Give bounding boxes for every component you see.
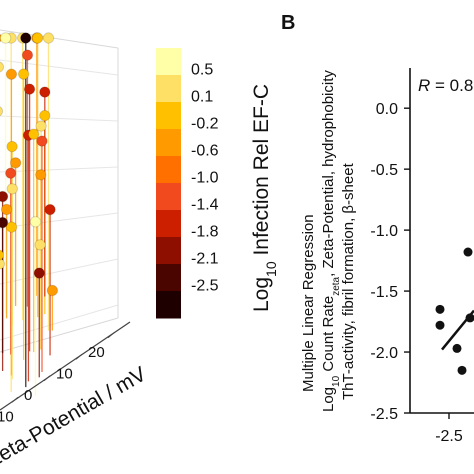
colorbar-tick-label: -2.5 bbox=[191, 278, 219, 295]
panel-b-regression: B Multiple Linear Regression Log10 Count… bbox=[281, 12, 474, 445]
data-point bbox=[29, 216, 42, 228]
colorbar-segment bbox=[156, 291, 181, 319]
colorbar-tick-label: -1.0 bbox=[191, 170, 219, 187]
r-annotation: R = 0.8 bbox=[418, 76, 473, 95]
zeta-tick bbox=[11, 396, 19, 403]
colorbar-segment bbox=[156, 48, 181, 76]
data-point bbox=[35, 169, 47, 181]
y-tick-label: -2.0 bbox=[370, 345, 398, 362]
data-point bbox=[0, 216, 9, 229]
data-point bbox=[20, 32, 32, 44]
pane-gridline bbox=[0, 212, 119, 229]
data-point bbox=[6, 183, 18, 195]
zeta-axis-line bbox=[0, 321, 131, 411]
pane-gridline bbox=[0, 258, 119, 285]
colorbar-tick-label: -0.6 bbox=[191, 143, 219, 160]
pane-gridline bbox=[0, 304, 119, 341]
y-tick-label: 0.0 bbox=[376, 101, 398, 118]
data-point bbox=[0, 106, 4, 117]
data-point bbox=[44, 203, 56, 216]
colorbar-segment bbox=[156, 75, 181, 103]
pane-gridline bbox=[0, 166, 119, 173]
data-point bbox=[39, 109, 51, 122]
zeta-tick-label: 10 bbox=[56, 365, 73, 382]
data-points bbox=[0, 32, 59, 297]
data-point bbox=[39, 86, 51, 98]
x-tick-label: -2.5 bbox=[435, 428, 463, 445]
colorbar-tick-label: -1.8 bbox=[191, 224, 219, 241]
data-point bbox=[21, 49, 34, 61]
data-point bbox=[17, 68, 30, 80]
panel-a-3d-scatter: -10 0 10 20 Zeta-Potential / mV bbox=[0, 29, 150, 473]
panel-b-points bbox=[435, 247, 474, 375]
panel-b-axes: 0.0 -0.5 -1.0 -1.5 -2.0 -2.5 -2.5 bbox=[370, 68, 474, 445]
pane-edge bbox=[0, 317, 119, 353]
data-point bbox=[6, 140, 18, 153]
colorbar-segment bbox=[156, 102, 181, 130]
data-point bbox=[0, 32, 12, 44]
data-point bbox=[46, 284, 59, 297]
fit-line bbox=[441, 309, 474, 351]
zeta-tick-label: 20 bbox=[88, 344, 105, 361]
data-point bbox=[5, 221, 18, 233]
colorbar-segment bbox=[156, 183, 181, 211]
data-point bbox=[0, 258, 6, 270]
panel-b-point bbox=[435, 320, 445, 330]
zeta-axis-label: Zeta-Potential / mV bbox=[0, 363, 150, 473]
data-point bbox=[42, 32, 55, 44]
zeta-tick bbox=[75, 353, 83, 360]
colorbar-segment bbox=[156, 129, 181, 157]
zeta-tick-label: 0 bbox=[24, 387, 32, 404]
data-point bbox=[23, 83, 36, 95]
y-tick-label: -1.5 bbox=[370, 284, 398, 301]
panel-b-point bbox=[457, 365, 467, 375]
data-point bbox=[33, 267, 45, 279]
colorbar-tick-label: 0.1 bbox=[191, 89, 213, 106]
ylabel-line-2: Log10 Count Ratezeta, Zeta-Potential, hy… bbox=[320, 70, 342, 412]
colorbar-tick-label: -1.4 bbox=[191, 197, 219, 214]
data-point bbox=[34, 239, 46, 251]
colorbar: 0.5 0.1 -0.2 -0.6 -1.0 -1.4 -1.8 -2.1 -2.5 bbox=[156, 48, 219, 319]
stem-lines bbox=[0, 38, 54, 410]
colorbar-tick-label: -0.2 bbox=[191, 116, 219, 133]
pane-gridline bbox=[0, 115, 119, 122]
data-point bbox=[5, 68, 18, 80]
data-point bbox=[5, 167, 17, 179]
data-point bbox=[0, 249, 5, 261]
colorbar-label: Log10 Infection Rel EF-C bbox=[250, 84, 279, 312]
colorbar-tick-label: -2.1 bbox=[191, 251, 219, 268]
y-tick-label: -2.5 bbox=[370, 406, 398, 423]
y-tick-label: -1.0 bbox=[370, 223, 398, 240]
panel-b-label: B bbox=[281, 12, 295, 34]
colorbar-tick-label: 0.5 bbox=[191, 62, 213, 79]
panel-b-point bbox=[435, 304, 445, 314]
zeta-tick bbox=[43, 375, 51, 382]
colorbar-segment bbox=[156, 237, 181, 265]
3d-pane-grid bbox=[0, 29, 119, 353]
ylabel-line-3: ThT-activity, fibril formation, β-sheet bbox=[340, 162, 357, 400]
data-point bbox=[0, 61, 5, 73]
data-point bbox=[0, 203, 13, 216]
zeta-tick-label: -10 bbox=[0, 408, 14, 425]
data-point bbox=[0, 190, 9, 203]
y-tick-label: -0.5 bbox=[370, 162, 398, 179]
pane-gridline bbox=[0, 59, 119, 76]
pane-edge bbox=[0, 29, 119, 49]
data-point bbox=[9, 157, 22, 169]
colorbar-segment bbox=[156, 210, 181, 238]
zeta-axis: -10 0 10 20 bbox=[0, 321, 131, 425]
panel-b-point bbox=[463, 247, 473, 257]
ylabel-line-1: Multiple Linear Regression bbox=[300, 214, 317, 392]
panel-b-point bbox=[452, 343, 462, 353]
data-point bbox=[35, 120, 47, 132]
data-point bbox=[27, 128, 40, 140]
colorbar-segment bbox=[156, 264, 181, 292]
data-point bbox=[36, 135, 48, 147]
data-point bbox=[31, 32, 44, 44]
colorbar-segment bbox=[156, 156, 181, 184]
zeta-tick bbox=[107, 332, 115, 339]
